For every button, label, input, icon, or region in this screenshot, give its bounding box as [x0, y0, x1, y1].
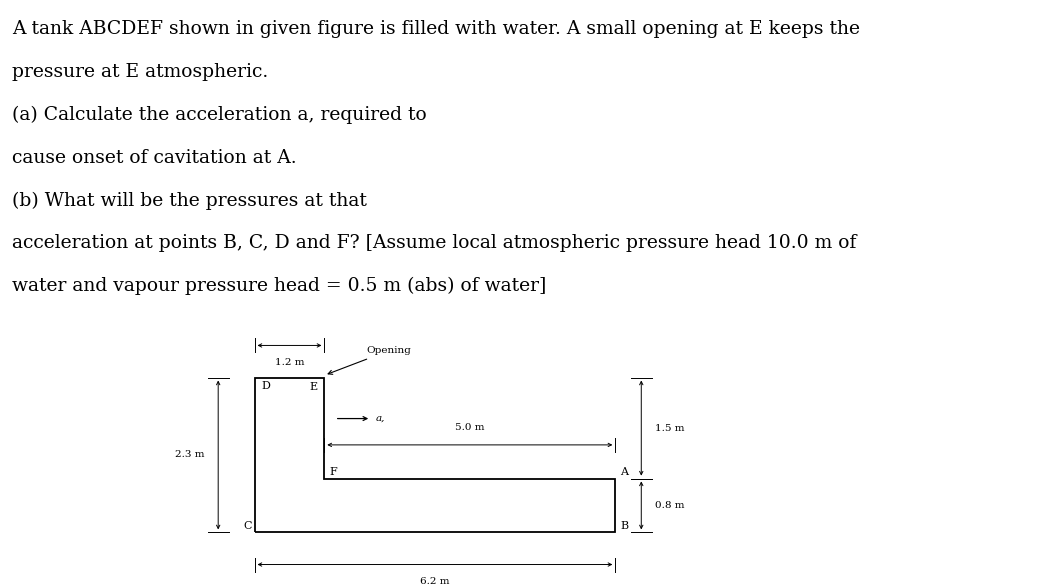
Text: 1.5 m: 1.5 m [655, 424, 685, 432]
Text: 5.0 m: 5.0 m [455, 423, 484, 432]
Text: B: B [620, 521, 629, 531]
Text: F: F [329, 467, 338, 477]
Text: (a) Calculate the acceleration a, required to: (a) Calculate the acceleration a, requir… [12, 106, 427, 124]
Text: 2.3 m: 2.3 m [176, 450, 205, 459]
Text: C: C [243, 521, 251, 531]
Text: cause onset of cavitation at A.: cause onset of cavitation at A. [12, 149, 297, 167]
Text: E: E [309, 383, 317, 393]
Text: Opening: Opening [328, 346, 410, 374]
Text: D: D [262, 380, 271, 391]
Text: acceleration at points B, C, D and F? [Assume local atmospheric pressure head 10: acceleration at points B, C, D and F? [A… [12, 234, 857, 252]
Text: (b) What will be the pressures at that: (b) What will be the pressures at that [12, 191, 368, 209]
Text: 6.2 m: 6.2 m [420, 577, 450, 585]
Text: a,: a, [375, 414, 384, 423]
Text: water and vapour pressure head = 0.5 m (abs) of water]: water and vapour pressure head = 0.5 m (… [12, 277, 547, 295]
Text: pressure at E atmospheric.: pressure at E atmospheric. [12, 63, 269, 81]
Text: 1.2 m: 1.2 m [274, 358, 304, 367]
Text: 0.8 m: 0.8 m [655, 501, 685, 510]
Text: A: A [620, 467, 629, 477]
Text: A tank ABCDEF shown in given figure is filled with water. A small opening at E k: A tank ABCDEF shown in given figure is f… [12, 20, 860, 39]
